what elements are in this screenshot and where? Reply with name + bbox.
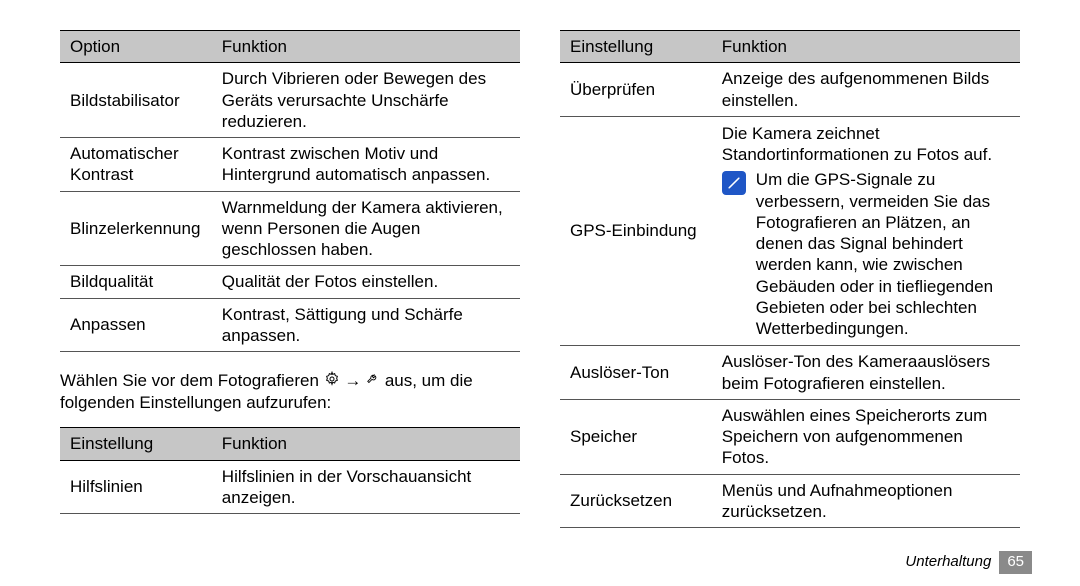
col-header-setting: Einstellung xyxy=(60,428,212,460)
gps-desc-pre: Die Kamera zeichnet Standortinformatione… xyxy=(722,123,1010,166)
table-row: Bildstabilisator Durch Vibrieren oder Be… xyxy=(60,63,520,138)
opt-name: Überprüfen xyxy=(560,63,712,117)
right-column: Einstellung Funktion Überprüfen Anzeige … xyxy=(540,30,1040,586)
opt-desc: Menüs und Aufnahmeoptionen zurücksetzen. xyxy=(712,474,1020,528)
wrench-icon xyxy=(366,371,380,392)
col-header-function: Funktion xyxy=(212,31,520,63)
options-table: Option Funktion Bildstabilisator Durch V… xyxy=(60,30,520,352)
table-row: Hilfslinien Hilfslinien in der Vorschaua… xyxy=(60,460,520,514)
table-row: Bildqualität Qualität der Fotos einstell… xyxy=(60,266,520,298)
table-row: Auslöser-Ton Auslöser-Ton des Kameraausl… xyxy=(560,346,1020,400)
opt-name: Bildstabilisator xyxy=(60,63,212,138)
page: Option Funktion Bildstabilisator Durch V… xyxy=(0,0,1080,586)
opt-name: Auslöser-Ton xyxy=(560,346,712,400)
opt-desc: Durch Vibrieren oder Bewegen des Geräts … xyxy=(212,63,520,138)
opt-name: Hilfslinien xyxy=(60,460,212,514)
gear-icon xyxy=(324,371,340,392)
settings-table-left: Einstellung Funktion Hilfslinien Hilfsli… xyxy=(60,427,520,514)
table-row: Überprüfen Anzeige des aufgenommenen Bil… xyxy=(560,63,1020,117)
opt-desc: Qualität der Fotos einstellen. xyxy=(212,266,520,298)
page-number: 65 xyxy=(999,551,1032,574)
note-box: Um die GPS-Signale zu verbessern, vermei… xyxy=(722,169,1010,339)
opt-name: Bildqualität xyxy=(60,266,212,298)
page-footer: Unterhaltung 65 xyxy=(905,551,1032,574)
table-row: Blinzelerkennung Warnmeldung der Kamera … xyxy=(60,191,520,266)
opt-desc: Warnmeldung der Kamera aktivieren, wenn … xyxy=(212,191,520,266)
opt-name: Automatischer Kontrast xyxy=(60,138,212,192)
note-text: Um die GPS-Signale zu verbessern, vermei… xyxy=(756,169,1010,339)
opt-name: Zurücksetzen xyxy=(560,474,712,528)
col-header-function: Funktion xyxy=(212,428,520,460)
left-column: Option Funktion Bildstabilisator Durch V… xyxy=(40,30,540,586)
text-pre: Wählen Sie vor dem Fotografieren xyxy=(60,371,324,390)
opt-desc: Anzeige des aufgenommenen Bilds einstell… xyxy=(712,63,1020,117)
text-mid: → xyxy=(344,371,366,390)
opt-name: GPS-Einbindung xyxy=(560,116,712,346)
col-header-option: Option xyxy=(60,31,212,63)
section-name: Unterhaltung xyxy=(905,553,991,572)
instruction-text: Wählen Sie vor dem Fotografieren → aus, … xyxy=(60,370,520,413)
table-row: GPS-Einbindung Die Kamera zeichnet Stand… xyxy=(560,116,1020,346)
opt-desc: Auslöser-Ton des Kameraauslösers beim Fo… xyxy=(712,346,1020,400)
opt-name: Speicher xyxy=(560,399,712,474)
opt-desc: Kontrast zwischen Motiv und Hintergrund … xyxy=(212,138,520,192)
opt-desc: Kontrast, Sättigung und Schärfe anpassen… xyxy=(212,298,520,352)
table-row: Anpassen Kontrast, Sättigung und Schärfe… xyxy=(60,298,520,352)
table-row: Zurücksetzen Menüs und Aufnahmeoptionen … xyxy=(560,474,1020,528)
opt-name: Anpassen xyxy=(60,298,212,352)
table-row: Speicher Auswählen eines Speicherorts zu… xyxy=(560,399,1020,474)
opt-desc: Die Kamera zeichnet Standortinformatione… xyxy=(712,116,1020,346)
col-header-function: Funktion xyxy=(712,31,1020,63)
table-row: Automatischer Kontrast Kontrast zwischen… xyxy=(60,138,520,192)
note-icon xyxy=(722,171,746,195)
opt-desc: Auswählen eines Speicherorts zum Speiche… xyxy=(712,399,1020,474)
opt-name: Blinzelerkennung xyxy=(60,191,212,266)
settings-table-right: Einstellung Funktion Überprüfen Anzeige … xyxy=(560,30,1020,528)
col-header-setting: Einstellung xyxy=(560,31,712,63)
opt-desc: Hilfslinien in der Vorschauansicht anzei… xyxy=(212,460,520,514)
